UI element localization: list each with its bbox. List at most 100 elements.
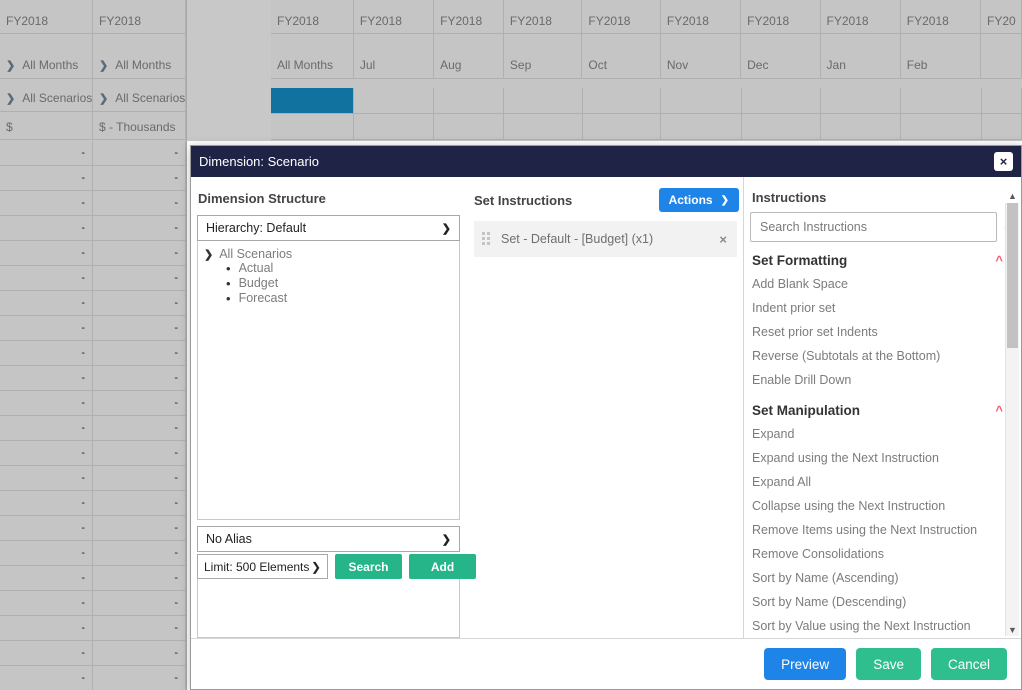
- grid-cell[interactable]: -: [93, 316, 186, 341]
- grid-cell[interactable]: -: [93, 466, 186, 491]
- grid-cell[interactable]: -: [93, 591, 186, 616]
- grid-cell[interactable]: [901, 88, 982, 114]
- grid-cell[interactable]: -: [0, 391, 93, 416]
- grid-cell[interactable]: -: [0, 216, 93, 241]
- grid-cell[interactable]: -: [93, 441, 186, 466]
- alias-select[interactable]: No Alias ❯: [197, 526, 460, 552]
- grid-cell[interactable]: -: [93, 141, 186, 166]
- grid-cell[interactable]: [504, 114, 583, 140]
- save-button[interactable]: Save: [856, 648, 921, 680]
- grid-cell[interactable]: [582, 88, 662, 114]
- grid-cell[interactable]: -: [93, 391, 186, 416]
- grid-cell[interactable]: [354, 114, 435, 140]
- scroll-up-arrow-icon[interactable]: ▲: [1008, 190, 1017, 201]
- grid-cell[interactable]: [741, 88, 822, 114]
- dimension-tree[interactable]: ❯ All Scenarios • Actual • Budget • Forecast: [197, 241, 460, 520]
- grid-cell[interactable]: -: [0, 191, 93, 216]
- instruction-item[interactable]: Reverse (Subtotals at the Bottom): [752, 349, 941, 363]
- instruction-item[interactable]: Add Blank Space: [752, 277, 848, 291]
- grid-cell[interactable]: -: [93, 166, 186, 191]
- instruction-item[interactable]: Sort by Value using the Next Instruction: [752, 619, 971, 633]
- grid-cell[interactable]: -: [0, 291, 93, 316]
- grid-cell[interactable]: -: [0, 616, 93, 641]
- instruction-group-header[interactable]: Set Formatting ^: [752, 253, 1003, 268]
- grid-cell[interactable]: -: [93, 541, 186, 566]
- instruction-item[interactable]: Sort by Name (Ascending): [752, 571, 899, 585]
- instructions-scrollbar[interactable]: ▲ ▼: [1005, 191, 1019, 636]
- grid-cell[interactable]: -: [0, 166, 93, 191]
- grid-cell[interactable]: [901, 114, 982, 140]
- grid-cell[interactable]: -: [0, 466, 93, 491]
- chevron-up-icon[interactable]: ^: [995, 403, 1003, 418]
- grid-header-period[interactable]: ❯ All Months: [0, 34, 93, 79]
- grid-cell[interactable]: -: [0, 641, 93, 666]
- grid-header-scenario[interactable]: ❯ All Scenarios: [93, 79, 186, 112]
- grid-cell[interactable]: -: [93, 241, 186, 266]
- grid-cell[interactable]: -: [93, 216, 186, 241]
- drag-handle-icon[interactable]: [482, 232, 491, 246]
- grid-cell[interactable]: -: [0, 441, 93, 466]
- chevron-up-icon[interactable]: ^: [995, 253, 1003, 268]
- tree-node[interactable]: • Actual: [226, 261, 453, 275]
- set-instruction-item[interactable]: Set - Default - [Budget] (x1) ×: [474, 221, 737, 257]
- grid-cell[interactable]: -: [93, 566, 186, 591]
- grid-cell[interactable]: -: [0, 266, 93, 291]
- grid-cell[interactable]: -: [0, 341, 93, 366]
- grid-cell[interactable]: -: [93, 266, 186, 291]
- scrollbar-thumb[interactable]: [1007, 203, 1018, 348]
- instruction-item[interactable]: Sort by Name (Descending): [752, 595, 907, 609]
- limit-select[interactable]: Limit: 500 Elements ❯: [197, 554, 328, 579]
- actions-button[interactable]: Actions ❯: [658, 188, 739, 212]
- grid-cell[interactable]: [434, 88, 505, 114]
- instruction-group-header[interactable]: Set Manipulation ^: [752, 403, 1003, 418]
- instruction-item[interactable]: Remove Items using the Next Instruction: [752, 523, 978, 537]
- grid-cell[interactable]: -: [93, 616, 186, 641]
- scroll-down-arrow-icon[interactable]: ▼: [1008, 624, 1017, 635]
- search-instructions-input[interactable]: [750, 212, 998, 242]
- tree-node-root[interactable]: ❯ All Scenarios: [204, 247, 453, 261]
- cancel-button[interactable]: Cancel: [930, 648, 1007, 680]
- instruction-item[interactable]: Indent prior set: [752, 301, 836, 315]
- grid-header-period[interactable]: ❯ All Months: [93, 34, 186, 79]
- grid-cell[interactable]: -: [0, 141, 93, 166]
- grid-cell[interactable]: -: [93, 366, 186, 391]
- grid-cell[interactable]: [354, 88, 435, 114]
- grid-cell[interactable]: -: [0, 541, 93, 566]
- instruction-item[interactable]: Collapse using the Next Instruction: [752, 499, 946, 513]
- grid-cell[interactable]: [981, 88, 1022, 114]
- instruction-item[interactable]: Remove Consolidations: [752, 547, 885, 561]
- grid-cell[interactable]: -: [93, 191, 186, 216]
- grid-cell[interactable]: [821, 114, 902, 140]
- grid-cell[interactable]: -: [0, 316, 93, 341]
- preview-button[interactable]: Preview: [764, 648, 847, 680]
- instruction-item[interactable]: Enable Drill Down: [752, 373, 852, 387]
- instruction-item[interactable]: Expand using the Next Instruction: [752, 451, 939, 465]
- grid-cell[interactable]: [661, 88, 742, 114]
- add-button[interactable]: Add: [409, 554, 476, 579]
- grid-header-scenario[interactable]: ❯ All Scenarios: [0, 79, 93, 112]
- instruction-item[interactable]: Reset prior set Indents: [752, 325, 878, 339]
- grid-cell[interactable]: [661, 114, 742, 140]
- grid-cell[interactable]: -: [93, 666, 186, 690]
- tree-node[interactable]: • Budget: [226, 276, 453, 290]
- grid-cell[interactable]: [504, 88, 583, 114]
- instruction-item[interactable]: Expand All: [752, 475, 812, 489]
- instructions-list[interactable]: Set Formatting ^ Add Blank Space Indent pri…: [750, 242, 1021, 638]
- grid-cell[interactable]: -: [0, 241, 93, 266]
- grid-cell[interactable]: -: [93, 341, 186, 366]
- grid-cell[interactable]: -: [0, 516, 93, 541]
- grid-cell[interactable]: -: [0, 666, 93, 690]
- grid-cell[interactable]: -: [0, 366, 93, 391]
- grid-cell[interactable]: -: [0, 566, 93, 591]
- grid-cell[interactable]: -: [93, 641, 186, 666]
- grid-cell[interactable]: -: [93, 291, 186, 316]
- grid-cell[interactable]: [741, 114, 822, 140]
- grid-cell[interactable]: -: [0, 591, 93, 616]
- grid-cell[interactable]: -: [93, 416, 186, 441]
- close-icon[interactable]: ×: [994, 152, 1013, 171]
- grid-cell[interactable]: -: [93, 516, 186, 541]
- grid-cell[interactable]: [271, 114, 355, 140]
- tree-node[interactable]: • Forecast: [226, 291, 453, 305]
- grid-cell[interactable]: [582, 114, 662, 140]
- selected-cell[interactable]: [271, 88, 355, 114]
